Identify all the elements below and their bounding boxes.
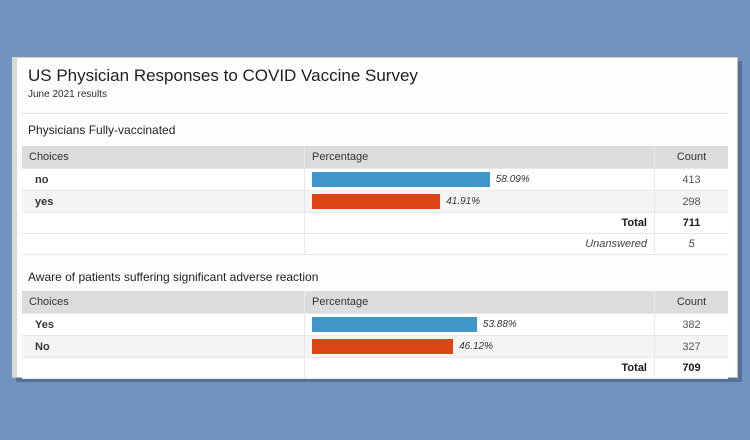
- count-value: 382: [682, 318, 701, 331]
- total-count: 711: [682, 217, 701, 229]
- count-value: 413: [682, 173, 701, 186]
- table-row: yes 41.91% 298: [22, 190, 728, 212]
- table-header-row: Choices Percentage Count: [22, 146, 728, 168]
- total-row: Total 709: [22, 357, 728, 378]
- unanswered-row: Unanswered 5: [22, 233, 728, 254]
- results-table-fully-vaccinated: Choices Percentage Count no 58.09% 413 y…: [22, 146, 728, 255]
- total-label: Total: [305, 213, 655, 233]
- count-value: 298: [682, 195, 701, 208]
- total-label: Total: [305, 358, 655, 378]
- column-header-percentage: Percentage: [305, 146, 655, 168]
- percentage-bar: [312, 317, 477, 332]
- column-header-count: Count: [676, 151, 707, 163]
- percentage-value: 53.88%: [482, 319, 517, 330]
- choice-label: no: [22, 169, 305, 190]
- unanswered-label: Unanswered: [305, 234, 655, 254]
- count-value: 327: [682, 340, 701, 353]
- column-header-choices: Choices: [22, 146, 305, 168]
- table-row: no 58.09% 413: [22, 168, 728, 190]
- unanswered-count: 5: [688, 238, 695, 250]
- table-row: Yes 53.88% 382: [22, 313, 728, 335]
- choice-label: No: [22, 336, 305, 357]
- percentage-cell: 46.12%: [305, 336, 655, 357]
- section-heading-adverse-reaction: Aware of patients suffering significant …: [28, 270, 319, 284]
- percentage-bar: [312, 172, 490, 187]
- results-table-adverse-reaction: Choices Percentage Count Yes 53.88% 382 …: [22, 291, 728, 379]
- percentage-value: 46.12%: [459, 341, 494, 352]
- percentage-cell: 53.88%: [305, 314, 655, 335]
- choice-label: yes: [22, 191, 305, 212]
- total-count: 709: [682, 362, 701, 374]
- total-row: Total 711: [22, 212, 728, 233]
- header-divider: [22, 113, 728, 114]
- percentage-cell: 41.91%: [305, 191, 655, 212]
- table-row: No 46.12% 327: [22, 335, 728, 357]
- column-header-choices: Choices: [22, 291, 305, 313]
- table-header-row: Choices Percentage Count: [22, 291, 728, 313]
- survey-report-card: US Physician Responses to COVID Vaccine …: [12, 57, 738, 379]
- empty-cell: [22, 358, 305, 378]
- percentage-value: 41.91%: [446, 196, 481, 207]
- percentage-cell: 58.09%: [305, 169, 655, 190]
- column-header-count: Count: [676, 296, 707, 308]
- section-heading-fully-vaccinated: Physicians Fully-vaccinated: [28, 123, 176, 137]
- percentage-bar: [312, 339, 454, 354]
- percentage-value: 58.09%: [495, 174, 530, 185]
- page-subtitle: June 2021 results: [28, 89, 107, 100]
- empty-cell: [22, 234, 305, 254]
- choice-label: Yes: [22, 314, 305, 335]
- empty-cell: [22, 213, 305, 233]
- page-title: US Physician Responses to COVID Vaccine …: [28, 66, 418, 85]
- column-header-percentage: Percentage: [305, 291, 655, 313]
- percentage-bar: [312, 194, 441, 209]
